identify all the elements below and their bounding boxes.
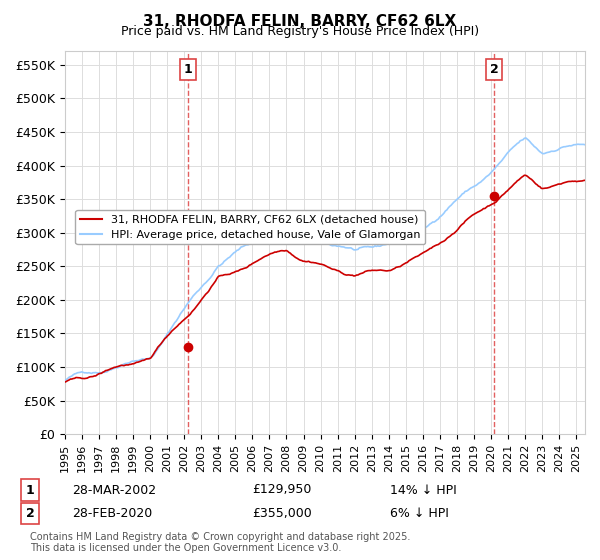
Text: 2: 2 [26,507,34,520]
Text: 28-MAR-2002: 28-MAR-2002 [72,483,156,497]
Text: 28-FEB-2020: 28-FEB-2020 [72,507,152,520]
Text: 1: 1 [26,483,34,497]
Text: £355,000: £355,000 [252,507,312,520]
Text: 1: 1 [184,63,193,76]
Text: 31, RHODFA FELIN, BARRY, CF62 6LX: 31, RHODFA FELIN, BARRY, CF62 6LX [143,14,457,29]
Text: £129,950: £129,950 [252,483,311,497]
Text: 2: 2 [490,63,498,76]
Text: Price paid vs. HM Land Registry's House Price Index (HPI): Price paid vs. HM Land Registry's House … [121,25,479,38]
Text: 14% ↓ HPI: 14% ↓ HPI [390,483,457,497]
Text: 6% ↓ HPI: 6% ↓ HPI [390,507,449,520]
Text: Contains HM Land Registry data © Crown copyright and database right 2025.
This d: Contains HM Land Registry data © Crown c… [30,531,410,553]
Legend: 31, RHODFA FELIN, BARRY, CF62 6LX (detached house), HPI: Average price, detached: 31, RHODFA FELIN, BARRY, CF62 6LX (detac… [76,210,425,245]
